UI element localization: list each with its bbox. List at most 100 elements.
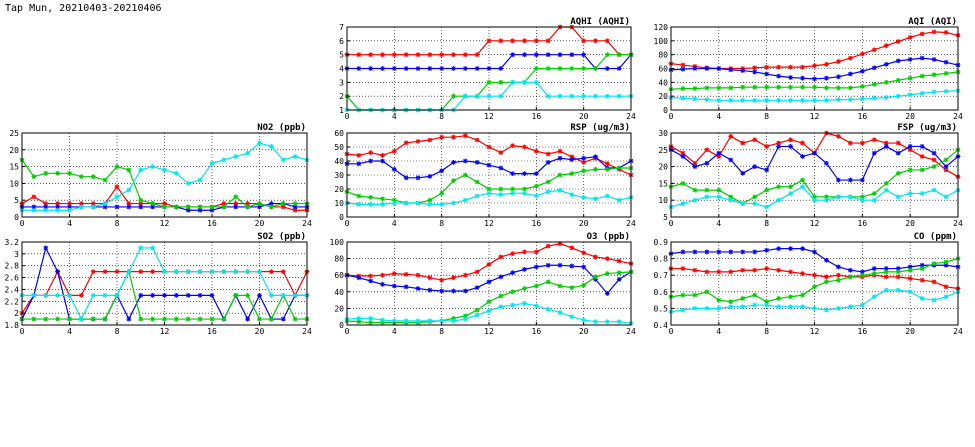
data-point bbox=[451, 52, 456, 58]
data-point bbox=[78, 174, 84, 180]
x-tick-label: 24 bbox=[302, 219, 312, 228]
data-point bbox=[162, 292, 167, 298]
data-point bbox=[138, 197, 144, 203]
data-point bbox=[871, 294, 877, 300]
y-tick-label: 5 bbox=[14, 196, 19, 205]
data-point bbox=[114, 194, 120, 200]
y-tick-label: 120 bbox=[654, 23, 669, 32]
data-point bbox=[824, 194, 829, 200]
data-point bbox=[883, 287, 889, 293]
series-1 bbox=[344, 154, 634, 181]
data-point bbox=[486, 262, 492, 267]
data-point bbox=[931, 187, 937, 193]
data-point bbox=[593, 196, 598, 202]
data-point bbox=[150, 292, 156, 298]
data-point bbox=[604, 291, 610, 296]
data-point bbox=[138, 316, 144, 322]
data-point bbox=[150, 201, 156, 206]
data-point bbox=[704, 289, 710, 295]
data-point bbox=[859, 194, 865, 200]
data-point bbox=[740, 201, 746, 206]
data-point bbox=[943, 294, 949, 300]
data-point bbox=[776, 296, 782, 301]
data-point bbox=[451, 178, 456, 183]
data-point bbox=[557, 93, 563, 99]
data-point bbox=[185, 204, 191, 210]
data-point bbox=[931, 150, 937, 156]
data-point bbox=[569, 263, 575, 269]
data-point bbox=[943, 262, 949, 268]
data-point bbox=[209, 160, 215, 166]
data-point bbox=[114, 269, 120, 275]
x-tick-label: 12 bbox=[160, 219, 170, 228]
data-point bbox=[380, 196, 385, 202]
data-point bbox=[919, 144, 925, 149]
data-point bbox=[859, 272, 865, 278]
y-tick-label: 100 bbox=[654, 37, 669, 46]
data-point bbox=[391, 167, 397, 172]
data-point bbox=[680, 95, 686, 101]
data-point bbox=[368, 315, 374, 321]
data-point bbox=[788, 97, 793, 103]
data-point bbox=[788, 269, 793, 275]
data-point bbox=[257, 140, 262, 146]
data-point bbox=[800, 184, 805, 190]
data-point bbox=[439, 202, 445, 207]
x-tick-label: 0 bbox=[345, 327, 350, 336]
data-point bbox=[356, 275, 362, 281]
data-point bbox=[185, 269, 191, 275]
x-tick-label: 20 bbox=[255, 327, 265, 336]
data-point bbox=[78, 292, 84, 298]
data-point bbox=[907, 75, 913, 81]
data-point bbox=[692, 187, 698, 193]
data-point bbox=[800, 154, 805, 159]
data-point bbox=[391, 52, 397, 58]
data-point bbox=[197, 207, 203, 213]
data-point bbox=[498, 150, 504, 155]
data-point bbox=[31, 204, 37, 210]
data-point bbox=[126, 167, 132, 173]
data-point bbox=[812, 272, 817, 278]
data-point bbox=[380, 66, 385, 71]
chart-so2: 0 4 8 12 16 20 24 1.8 2 2.2 2.4 2.6 2.8 3 3.2 SO2 (ppb) bbox=[5, 232, 312, 336]
data-point bbox=[604, 256, 610, 261]
data-point bbox=[510, 52, 516, 58]
data-point bbox=[451, 318, 456, 324]
data-point bbox=[847, 267, 853, 273]
y-tick-label: 60 bbox=[658, 65, 668, 74]
data-point bbox=[931, 57, 937, 62]
data-point bbox=[616, 52, 622, 58]
data-point bbox=[462, 52, 468, 58]
data-point bbox=[403, 284, 409, 290]
data-point bbox=[604, 271, 610, 276]
x-tick-label: 12 bbox=[484, 327, 494, 336]
data-point bbox=[462, 272, 468, 278]
data-point bbox=[776, 140, 782, 146]
x-tick-label: 4 bbox=[67, 327, 72, 336]
data-point bbox=[427, 197, 433, 203]
data-point bbox=[545, 179, 551, 185]
series-0 bbox=[344, 241, 634, 283]
data-point bbox=[788, 304, 793, 310]
data-point bbox=[569, 93, 575, 99]
data-point bbox=[138, 292, 144, 298]
data-point bbox=[680, 150, 686, 156]
data-point bbox=[604, 66, 610, 71]
data-point bbox=[764, 167, 770, 173]
data-point bbox=[162, 269, 167, 275]
data-point bbox=[895, 269, 901, 275]
data-point bbox=[581, 282, 587, 288]
data-point bbox=[415, 318, 421, 324]
data-point bbox=[593, 154, 598, 160]
data-point bbox=[581, 317, 587, 323]
data-point bbox=[233, 269, 239, 275]
data-point bbox=[43, 316, 49, 322]
x-tick-label: 24 bbox=[953, 112, 963, 121]
data-point bbox=[907, 267, 913, 273]
data-point bbox=[919, 191, 925, 196]
data-point bbox=[292, 201, 298, 206]
data-point bbox=[776, 73, 782, 79]
x-tick-label: 8 bbox=[439, 112, 444, 121]
data-point bbox=[78, 201, 84, 206]
data-point bbox=[812, 76, 817, 82]
